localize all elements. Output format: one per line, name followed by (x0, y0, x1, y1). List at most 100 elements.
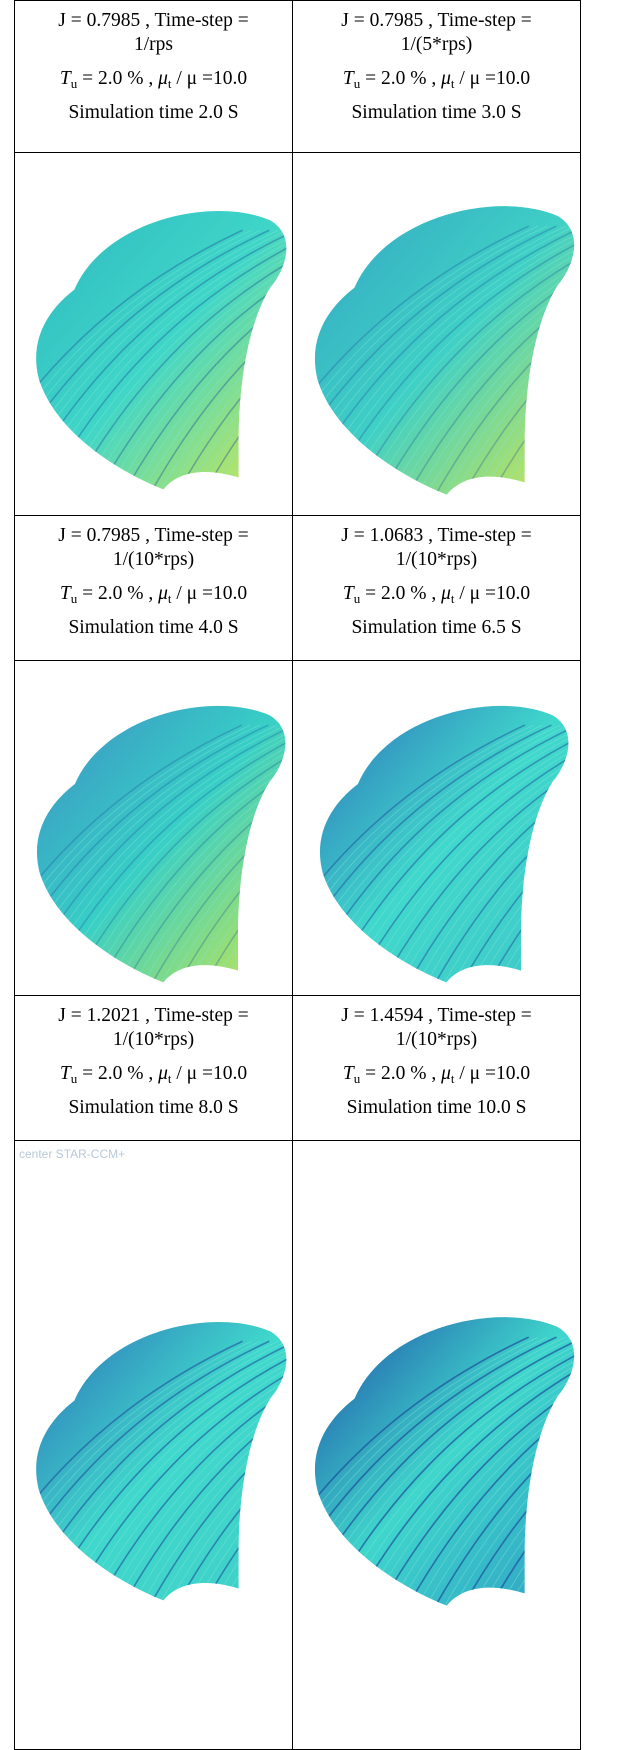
mu-value: / μ =10.0 (176, 583, 248, 604)
streamline (479, 225, 575, 495)
tu-subscript: u (353, 591, 361, 606)
streamline (314, 1336, 575, 1606)
turbulence-params: Tu = 2.0 % , μt / μ =10.0 (15, 67, 292, 91)
streamline (36, 1340, 279, 1601)
mu-value: / μ =10.0 (459, 1063, 531, 1084)
tu-subscript: u (70, 591, 78, 606)
streamline (479, 1336, 575, 1606)
mu-subscript: t (167, 1071, 172, 1086)
blade-image-cell (292, 660, 581, 996)
streamline (36, 229, 252, 490)
streamline (36, 724, 286, 983)
timestep-value: 1/(10*rps) (112, 1029, 195, 1050)
streamline (566, 724, 569, 983)
blade-image-cell (14, 152, 293, 516)
streamline (314, 1336, 539, 1606)
streamline (319, 724, 543, 983)
streamline (415, 225, 575, 495)
streamline (36, 229, 261, 490)
blade-image-cell (292, 1140, 581, 1750)
blade-image-cell (292, 152, 581, 516)
blade (314, 1317, 575, 1606)
streamline (416, 724, 569, 983)
mu-subscript: t (450, 76, 455, 91)
streamline (133, 229, 287, 490)
blade (314, 206, 575, 495)
blade-image-cell: center STAR-CCM+ (14, 1140, 293, 1750)
streamline (195, 724, 286, 983)
streamline (115, 724, 286, 983)
tu-subscript: u (353, 1071, 361, 1086)
streamline (106, 1340, 287, 1601)
timestep-value: 1/(5*rps) (400, 34, 473, 55)
advance-ratio-timestep: J = 1.4594 , Time-step = (341, 1005, 532, 1026)
tu-value: = 2.0 % , (82, 583, 154, 604)
blade-surface (36, 210, 287, 490)
blade-surface (314, 206, 575, 495)
streamline (88, 229, 287, 490)
streamline (36, 724, 286, 983)
streamline (36, 724, 260, 983)
streamline (407, 724, 569, 983)
simulation-time: Simulation time 10.0 S (346, 1097, 527, 1118)
streamline (36, 724, 251, 983)
streamline (314, 1336, 557, 1606)
tu-symbol: T (59, 68, 71, 89)
streamline (36, 1340, 270, 1601)
advance-ratio-timestep: J = 1.0683 , Time-step = (341, 525, 532, 546)
streamline (36, 229, 287, 490)
streamline (461, 225, 575, 495)
mu-value: / μ =10.0 (176, 1063, 248, 1084)
streamline (398, 724, 569, 983)
tu-value: = 2.0 % , (365, 583, 437, 604)
streamline (314, 225, 575, 495)
streamline (284, 1340, 287, 1601)
mu-value: / μ =10.0 (459, 583, 531, 604)
blade-streamline-image (36, 210, 287, 490)
streamline (314, 1336, 548, 1606)
streamline (314, 225, 539, 495)
tu-symbol: T (59, 583, 71, 604)
streamline (487, 724, 569, 983)
advance-ratio-timestep: J = 1.2021 , Time-step = (58, 1005, 249, 1026)
streamline (314, 1336, 530, 1606)
streamline (36, 724, 243, 983)
streamline (319, 724, 561, 983)
streamline (572, 1336, 575, 1606)
streamline (186, 229, 287, 490)
streamline (204, 1340, 287, 1601)
mu-subscript: t (167, 591, 172, 606)
streamline (36, 229, 243, 490)
tu-symbol: T (342, 1063, 354, 1084)
blade-surface (36, 1321, 287, 1601)
streamline (283, 724, 286, 983)
streamline (97, 229, 287, 490)
tu-subscript: u (70, 1071, 78, 1086)
blade (36, 705, 286, 983)
streamline (387, 225, 575, 495)
streamline (314, 225, 548, 495)
simulation-time: Simulation time 2.0 S (68, 102, 239, 123)
turbulence-params: Tu = 2.0 % , μt / μ =10.0 (293, 582, 580, 606)
streamline (415, 1336, 575, 1606)
streamline (36, 724, 278, 983)
streamline (186, 1340, 287, 1601)
streamline (406, 225, 575, 495)
tu-symbol: T (342, 583, 354, 604)
streamline (177, 724, 286, 983)
watermark: center STAR-CCM+ (19, 1147, 126, 1161)
streamline (36, 1340, 252, 1601)
streamline (115, 229, 287, 490)
streamline (314, 1336, 575, 1606)
streamline (470, 1336, 575, 1606)
streamline (396, 225, 575, 495)
blade (36, 210, 287, 490)
streamlines (319, 724, 569, 983)
streamline (319, 724, 552, 983)
streamline (186, 724, 286, 983)
blade-streamline-image (314, 206, 575, 495)
parameter-cell: J = 0.7985 , Time-step = 1/rps Tu = 2.0 % … (14, 0, 293, 153)
turbulence-params: Tu = 2.0 % , μt / μ =10.0 (15, 1062, 292, 1086)
timestep-value: 1/rps (134, 34, 173, 55)
simulation-time: Simulation time 4.0 S (68, 617, 239, 638)
